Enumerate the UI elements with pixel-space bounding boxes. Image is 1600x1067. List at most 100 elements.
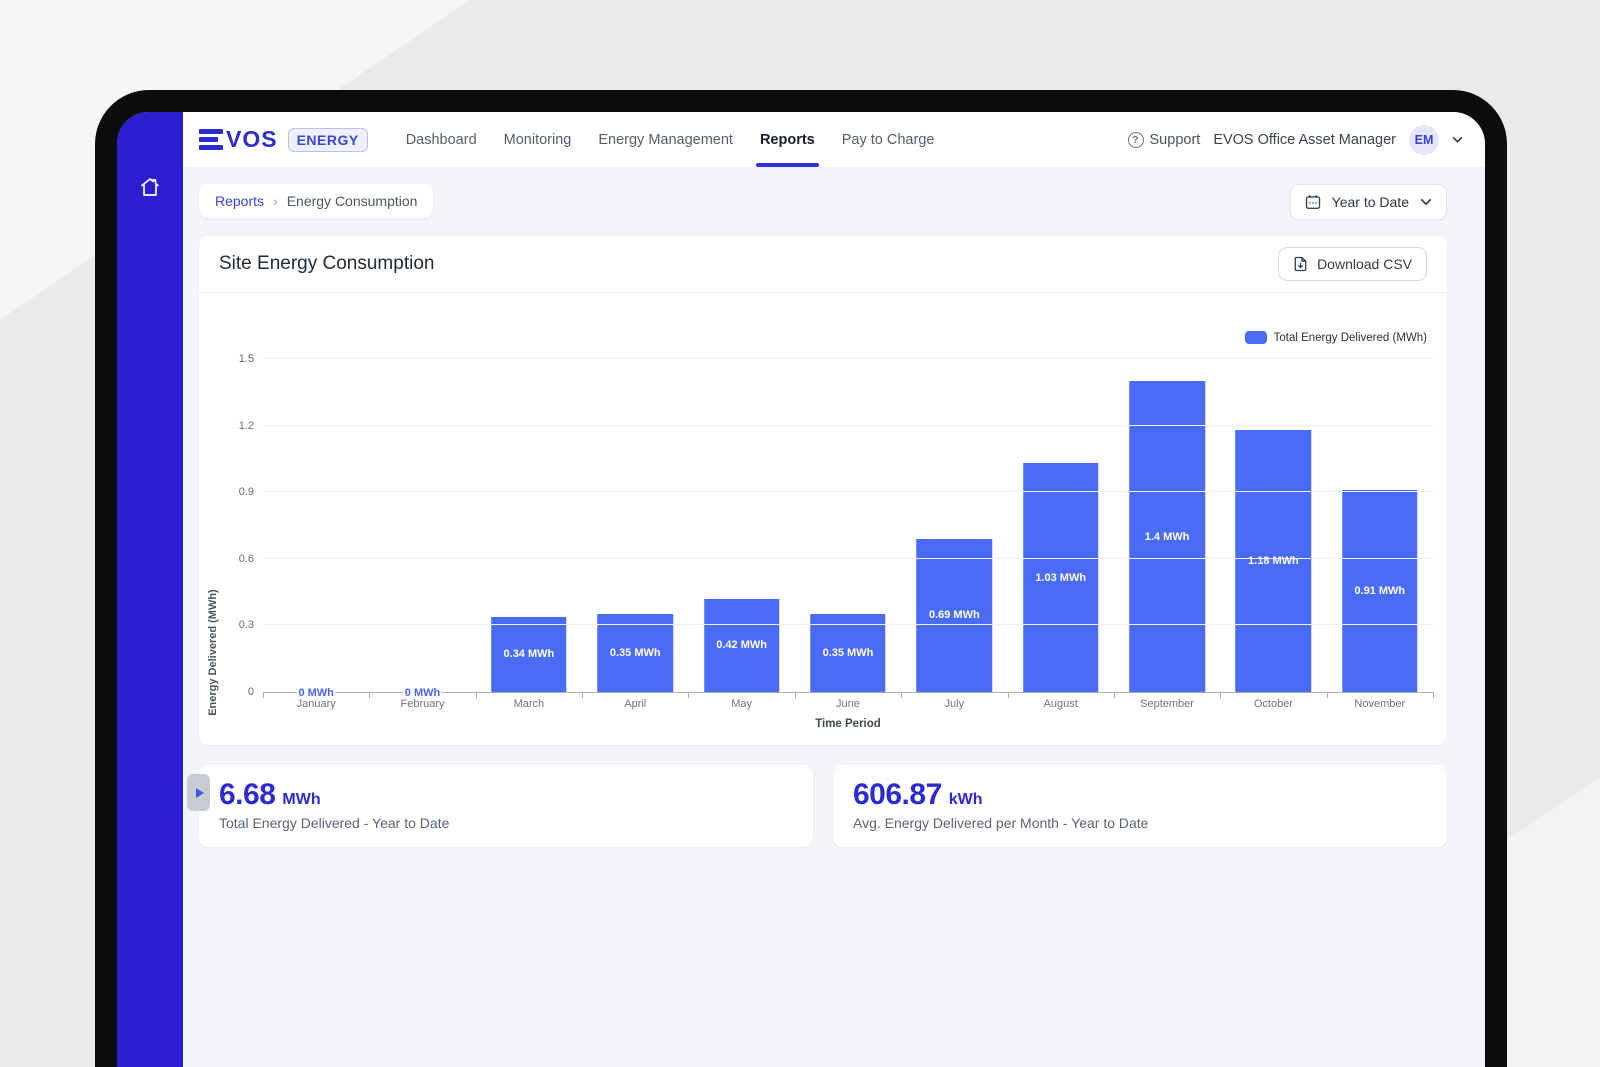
- bar: 0.35 MWh: [810, 614, 886, 692]
- support-link[interactable]: ? Support: [1127, 131, 1200, 148]
- total-energy-card: 6.68 MWh Total Energy Delivered - Year t…: [199, 765, 813, 847]
- evos-logo-mark-icon: [199, 129, 223, 150]
- breadcrumb-separator: ›: [273, 193, 278, 209]
- app-screen: VOS ENERGY Dashboard Monitoring Energy M…: [117, 112, 1485, 1067]
- evos-logo-text: VOS: [226, 126, 278, 152]
- chart-column: 1.03 MWh August: [1008, 359, 1114, 710]
- chart-column: 0 MWh February: [369, 359, 475, 710]
- breadcrumb-reports-link[interactable]: Reports: [215, 193, 265, 209]
- zero-value-label: 0 MWh: [298, 687, 334, 699]
- x-tick-label: September: [1140, 698, 1194, 710]
- side-panel-toggle[interactable]: [187, 774, 210, 811]
- x-axis-tick: [369, 692, 371, 698]
- chart-bars: 0 MWh January 0 MWh February 0.34 MWh March 0.…: [263, 359, 1433, 710]
- bar-value-label: 0.91 MWh: [1354, 584, 1406, 597]
- x-axis-tick: [1113, 692, 1115, 698]
- chart-column: 0.69 MWh July: [901, 359, 1007, 710]
- download-csv-button[interactable]: Download CSV: [1278, 247, 1427, 281]
- zero-value-label: 0 MWh: [404, 687, 441, 699]
- x-axis-title: Time Period: [815, 718, 881, 730]
- bar: 0.34 MWh: [491, 616, 567, 692]
- gridline: [263, 624, 1433, 626]
- x-axis-tick: [901, 692, 903, 698]
- energy-bar-chart: Total Energy Delivered (MWh) Energy Deli…: [199, 293, 1447, 745]
- date-range-value: Year to Date: [1331, 194, 1409, 210]
- y-tick-label: 1.5: [238, 353, 254, 365]
- x-tick-label: February: [400, 698, 445, 710]
- x-axis-tick: [794, 692, 796, 698]
- bar: 1.03 MWh: [1022, 463, 1099, 692]
- bar: 0.69 MWh: [916, 538, 993, 692]
- x-axis-tick: [1326, 692, 1328, 698]
- avg-energy-label: Avg. Energy Delivered per Month - Year t…: [853, 815, 1149, 831]
- x-axis-tick: [475, 692, 477, 698]
- x-tick-label: April: [624, 698, 647, 710]
- calendar-icon: [1305, 195, 1320, 209]
- nav-item-energy-management[interactable]: Energy Management: [598, 131, 733, 148]
- file-download-icon: [1294, 256, 1307, 272]
- gridline: [263, 491, 1433, 493]
- date-range-dropdown[interactable]: Year to Date: [1289, 184, 1447, 220]
- tablet-device-frame: VOS ENERGY Dashboard Monitoring Energy M…: [95, 90, 1507, 1067]
- bar-value-label: 0.69 MWh: [928, 609, 980, 622]
- bar-value-label: 1.18 MWh: [1248, 555, 1299, 568]
- total-energy-label: Total Energy Delivered - Year to Date: [219, 815, 450, 831]
- breadcrumb: Reports › Energy Consumption: [199, 184, 434, 218]
- bar: 0.42 MWh: [703, 598, 780, 692]
- bar-value-label: 0.35 MWh: [609, 647, 661, 660]
- report-card: Site Energy Consumption Download CSV: [199, 236, 1447, 745]
- nav-item-dashboard[interactable]: Dashboard: [405, 131, 477, 148]
- x-tick-label: November: [1354, 698, 1406, 710]
- summary-cards: 6.68 MWh Total Energy Delivered - Year t…: [187, 765, 1447, 847]
- chart-column: 0 MWh January: [263, 359, 369, 710]
- chart-plot: Energy Delivered (MWh) 0 MWh January 0 MWh…: [207, 353, 1434, 730]
- account-name[interactable]: EVOS Office Asset Manager: [1213, 131, 1396, 148]
- chart-column: 0.91 MWh November: [1327, 359, 1433, 710]
- x-tick-label: October: [1253, 698, 1293, 710]
- x-tick-label: May: [731, 698, 752, 710]
- gridline: [263, 424, 1433, 426]
- avg-energy-card: 606.87 kWh Avg. Energy Delivered per Mon…: [833, 765, 1447, 847]
- x-tick-label: March: [513, 698, 545, 710]
- chart-column: 0.42 MWh May: [688, 359, 794, 710]
- y-tick-label: 1.2: [238, 419, 254, 432]
- breadcrumb-current: Energy Consumption: [286, 193, 418, 209]
- avg-energy-unit: kWh: [948, 791, 983, 808]
- y-tick-label: 0.9: [238, 486, 254, 499]
- avatar[interactable]: EM: [1409, 124, 1439, 155]
- page-title: Site Energy Consumption: [219, 253, 435, 274]
- sidebar: [117, 112, 183, 1067]
- bar-value-label: 1.03 MWh: [1035, 571, 1087, 584]
- x-tick-label: January: [296, 698, 336, 710]
- evos-logo[interactable]: VOS ENERGY: [199, 126, 368, 153]
- chart-column: 0.34 MWh March: [476, 359, 582, 710]
- play-triangle-icon: [195, 787, 204, 798]
- nav-item-reports[interactable]: Reports: [755, 112, 819, 167]
- chart-column: 1.18 MWh October: [1220, 359, 1326, 710]
- x-tick-label: July: [944, 698, 965, 710]
- legend-swatch: [1244, 331, 1267, 344]
- bar: 1.4 MWh: [1129, 381, 1205, 692]
- y-tick-label: 0: [247, 686, 254, 698]
- avg-energy-value: 606.87: [853, 778, 942, 811]
- account-menu-chevron-icon[interactable]: [1452, 134, 1463, 145]
- legend-label: Total Energy Delivered (MWh): [1273, 331, 1427, 344]
- download-csv-label: Download CSV: [1317, 256, 1412, 272]
- total-energy-value: 6.68: [219, 778, 276, 811]
- bar-value-label: 0.35 MWh: [822, 647, 874, 660]
- bar-value-label: 1.4 MWh: [1144, 530, 1190, 543]
- gridline: [263, 557, 1433, 559]
- x-tick-label: June: [836, 698, 860, 710]
- x-axis-tick: [1220, 692, 1222, 698]
- total-energy-unit: MWh: [282, 791, 321, 808]
- y-tick-label: 0.6: [238, 552, 254, 565]
- bar: 0.91 MWh: [1342, 489, 1418, 692]
- sidebar-home-button[interactable]: [137, 174, 163, 200]
- home-icon: [141, 178, 159, 196]
- nav-item-monitoring[interactable]: Monitoring: [503, 131, 572, 148]
- chart-legend: Total Energy Delivered (MWh): [1244, 331, 1427, 344]
- bar-value-label: 0.34 MWh: [503, 648, 555, 661]
- chart-column: 1.4 MWh September: [1114, 359, 1220, 710]
- nav-item-pay-to-charge[interactable]: Pay to Charge: [841, 131, 935, 148]
- bar: 1.18 MWh: [1235, 430, 1312, 692]
